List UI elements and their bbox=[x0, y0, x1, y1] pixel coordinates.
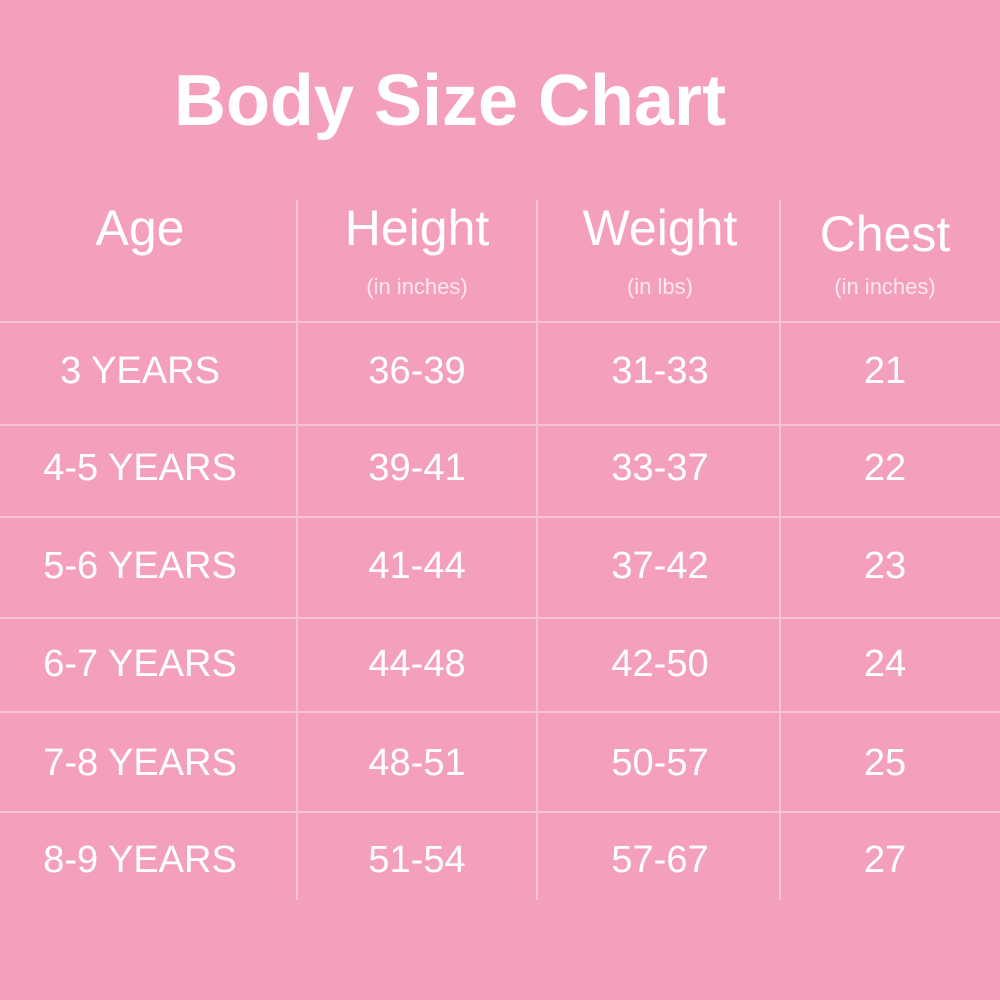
value-cell: 42-50 bbox=[611, 643, 708, 685]
age-cell: 7-8 YEARS bbox=[43, 742, 237, 784]
value-cell: 25 bbox=[864, 742, 906, 784]
age-cell: 6-7 YEARS bbox=[43, 643, 237, 685]
value-cell: 50-57 bbox=[611, 742, 708, 784]
column-unit: (in lbs) bbox=[627, 274, 693, 299]
value-cell: 27 bbox=[864, 839, 906, 881]
column-header: Chest bbox=[820, 206, 951, 262]
value-cell: 41-44 bbox=[368, 545, 465, 587]
value-cell: 36-39 bbox=[368, 350, 465, 392]
value-cell: 44-48 bbox=[368, 643, 465, 685]
value-cell: 37-42 bbox=[611, 545, 708, 587]
column-header: Age bbox=[96, 200, 185, 256]
value-cell: 33-37 bbox=[611, 447, 708, 489]
column-unit: (in inches) bbox=[834, 274, 935, 299]
column-header: Height bbox=[345, 200, 490, 256]
column-unit: (in inches) bbox=[366, 274, 467, 299]
value-cell: 51-54 bbox=[368, 839, 465, 881]
value-cell: 31-33 bbox=[611, 350, 708, 392]
age-cell: 4-5 YEARS bbox=[43, 447, 237, 489]
title: Body Size Chart bbox=[174, 61, 726, 141]
value-cell: 39-41 bbox=[368, 447, 465, 489]
value-cell: 22 bbox=[864, 447, 906, 489]
value-cell: 21 bbox=[864, 350, 906, 392]
grid bbox=[0, 200, 1000, 900]
age-cell: 8-9 YEARS bbox=[43, 839, 237, 881]
value-cell: 23 bbox=[864, 545, 906, 587]
age-cell: 5-6 YEARS bbox=[43, 545, 237, 587]
column-header: Weight bbox=[583, 200, 738, 256]
value-cell: 57-67 bbox=[611, 839, 708, 881]
age-cell: 3 YEARS bbox=[60, 350, 220, 392]
value-cell: 48-51 bbox=[368, 742, 465, 784]
value-cell: 24 bbox=[864, 643, 906, 685]
